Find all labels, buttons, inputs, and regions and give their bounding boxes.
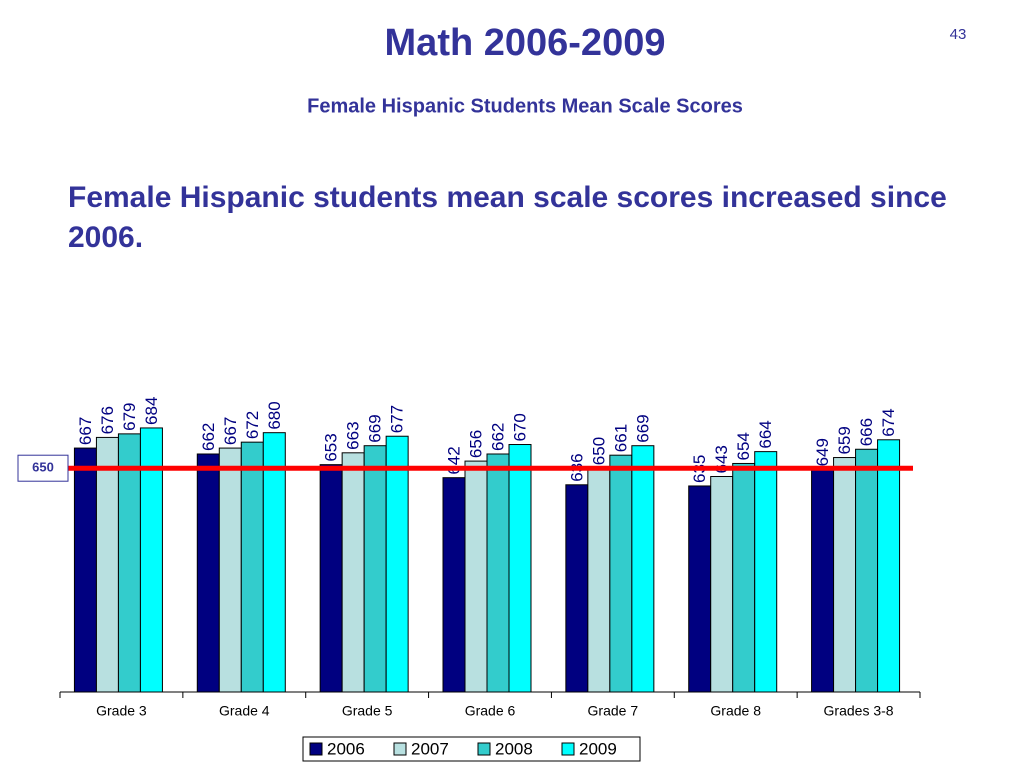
bar	[587, 467, 611, 693]
bar	[240, 441, 264, 693]
bar	[833, 457, 857, 693]
chart-subtitle: Female Hispanic Students Mean Scale Scor…	[307, 95, 743, 117]
bar	[385, 435, 409, 693]
data-label: 666	[857, 418, 876, 446]
annotation-box: Female Hispanic students mean scale scor…	[68, 181, 947, 254]
data-label: 677	[388, 405, 407, 433]
x-tick-label: Grade 6	[465, 703, 516, 719]
legend-swatch	[393, 742, 407, 756]
legend-swatch	[477, 742, 491, 756]
bar	[710, 475, 734, 693]
bar	[508, 444, 532, 693]
bar	[218, 447, 242, 693]
data-label: 659	[835, 426, 854, 454]
bar	[117, 433, 141, 693]
legend-label: 2007	[411, 739, 449, 758]
bar	[341, 452, 365, 693]
bar	[877, 439, 901, 693]
data-label: 662	[199, 423, 218, 451]
bar	[855, 448, 879, 693]
data-label: 670	[510, 413, 529, 441]
bar	[754, 451, 778, 693]
legend-swatch	[561, 742, 575, 756]
legend-label: 2008	[495, 739, 533, 758]
page-number: 43	[950, 26, 967, 43]
data-label: 663	[344, 421, 363, 449]
x-tick-label: Grade 8	[710, 703, 761, 719]
data-label: 661	[611, 424, 630, 452]
x-tick-label: Grade 4	[219, 703, 270, 719]
bar	[196, 453, 220, 693]
data-label: 649	[813, 438, 832, 466]
bar	[609, 454, 633, 693]
bar	[811, 468, 835, 693]
reference-label: 650	[32, 460, 54, 475]
bar	[486, 453, 510, 693]
data-label: 662	[488, 423, 507, 451]
data-label: 667	[221, 417, 240, 445]
legend-label: 2009	[579, 739, 617, 758]
legend-label: 2006	[327, 739, 365, 758]
data-label: 680	[265, 401, 284, 429]
legend-box	[302, 736, 641, 762]
data-label: 650	[589, 437, 608, 465]
bar	[732, 462, 756, 693]
data-label: 679	[120, 402, 139, 430]
reference-label-box	[17, 454, 69, 482]
data-label: 653	[322, 433, 341, 461]
data-label: 664	[756, 420, 775, 448]
data-label: 669	[633, 414, 652, 442]
data-label: 654	[734, 432, 753, 460]
data-label: 684	[142, 397, 161, 425]
data-label: 676	[98, 406, 117, 434]
data-label: 674	[879, 408, 898, 436]
bar	[95, 436, 119, 693]
bar	[631, 445, 655, 693]
bar	[319, 464, 343, 693]
data-label: 672	[243, 411, 262, 439]
bar	[262, 432, 286, 693]
bar	[565, 484, 589, 693]
annotation: Female Hispanic students mean scale scor…	[68, 181, 947, 254]
x-tick-label: Grade 3	[96, 703, 147, 719]
bar	[688, 485, 712, 693]
chart-title: Math 2006-2009	[385, 22, 666, 64]
bar	[73, 447, 97, 693]
bar	[464, 460, 488, 693]
data-label: 656	[466, 430, 485, 458]
data-label: 667	[76, 417, 95, 445]
x-tick-label: Grade 5	[342, 703, 393, 719]
data-label: 669	[366, 414, 385, 442]
x-tick-label: Grade 7	[588, 703, 639, 719]
x-tick-label: Grades 3-8	[824, 703, 894, 719]
bar	[363, 445, 387, 693]
legend-swatch	[309, 742, 323, 756]
bar	[442, 477, 466, 693]
